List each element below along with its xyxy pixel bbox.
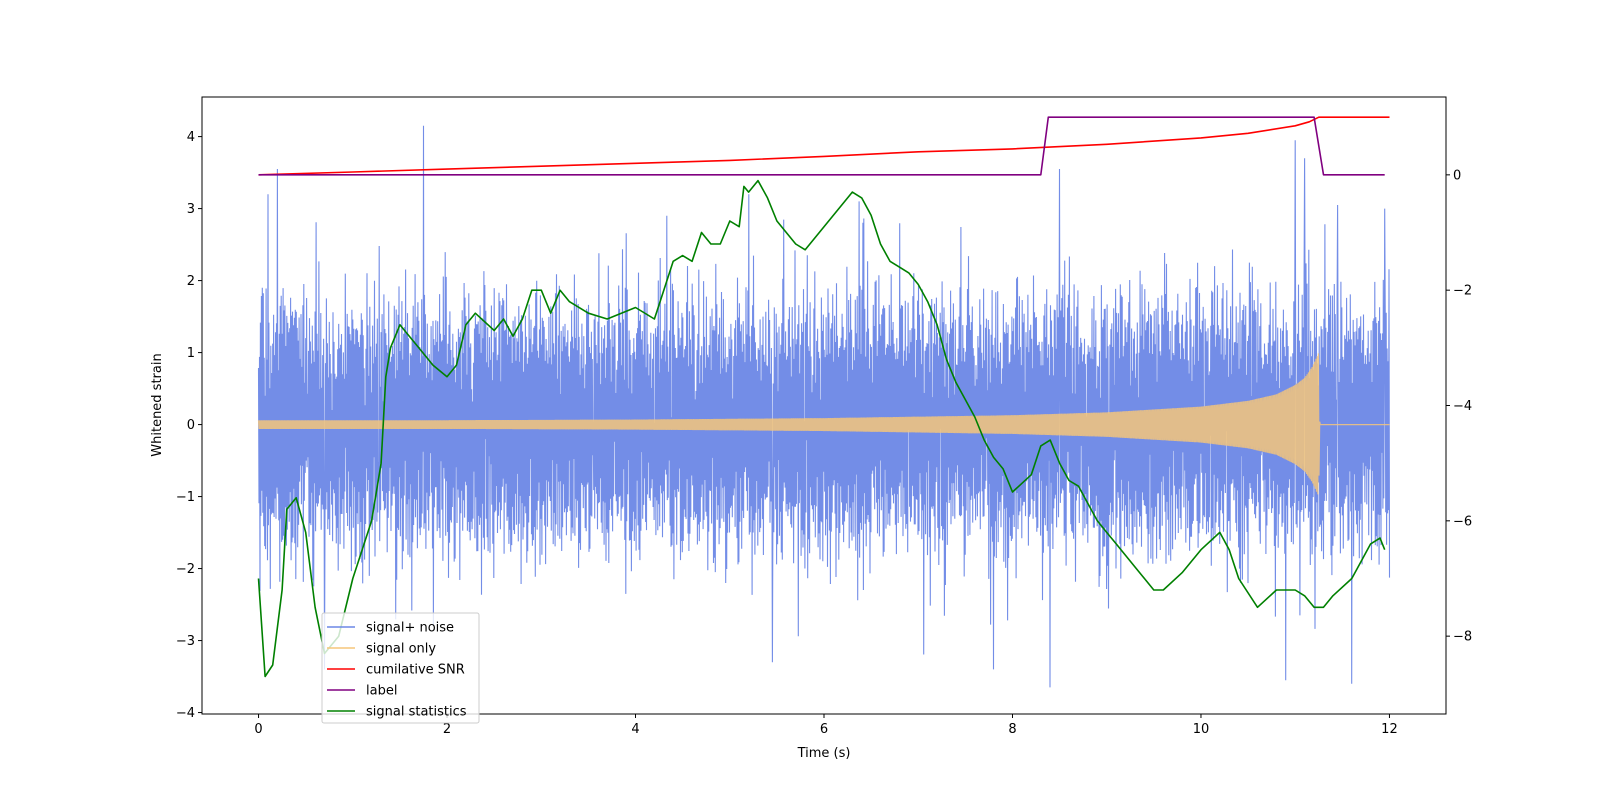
- legend-label: signal only: [366, 642, 436, 657]
- y-tick-label: −1: [176, 490, 195, 505]
- series-signal-only: [257, 353, 1390, 495]
- x-tick-label: 2: [443, 722, 451, 737]
- series-signal-statistics: [257, 179, 1386, 678]
- y-tick-label: 1: [187, 346, 195, 361]
- x-tick-label: 4: [631, 722, 639, 737]
- plot-area: [257, 116, 1391, 688]
- y-tick-label: 3: [187, 202, 195, 217]
- y2-tick-label: −4: [1453, 399, 1472, 414]
- x-tick-label: 6: [820, 722, 828, 737]
- x-axis-label: Time (s): [797, 746, 851, 761]
- y-tick-label: −3: [176, 634, 195, 649]
- legend-label: signal statistics: [366, 705, 467, 720]
- y-tick-label: 2: [187, 274, 195, 289]
- y2-tick-label: 0: [1453, 168, 1461, 183]
- x-tick-label: 12: [1381, 722, 1398, 737]
- legend-label: signal+ noise: [366, 621, 454, 636]
- legend-label: cumilative SNR: [366, 663, 465, 678]
- y-tick-label: 4: [187, 130, 195, 145]
- x-tick-label: 8: [1008, 722, 1016, 737]
- legend-frame: [321, 612, 480, 724]
- legend-label: label: [366, 684, 397, 699]
- y-tick-label: −2: [176, 562, 195, 577]
- x-tick-label: 10: [1193, 722, 1210, 737]
- legend: signal+ noise signal only cumilative SNR la…: [321, 612, 480, 724]
- x-tick-label: 0: [254, 722, 262, 737]
- y2-tick-label: −6: [1453, 514, 1472, 529]
- y2-tick-label: −2: [1453, 284, 1472, 299]
- y2-tick-label: −8: [1453, 630, 1472, 645]
- y-tick-label: 0: [187, 418, 195, 433]
- series-label: [258, 116, 1385, 176]
- y-axis-label: Whitened strain: [150, 353, 165, 456]
- series-cumulative-snr: [258, 116, 1390, 176]
- y-tick-label: −4: [176, 706, 195, 721]
